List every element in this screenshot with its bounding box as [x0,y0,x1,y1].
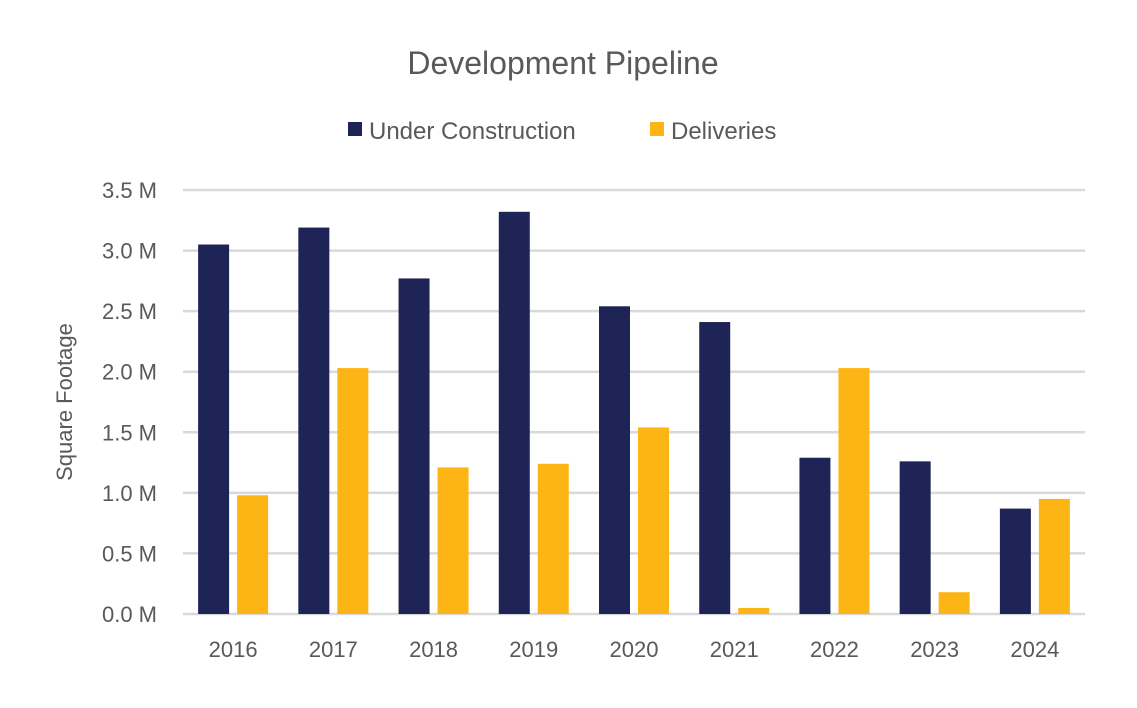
x-tick-label: 2023 [910,637,959,662]
x-tick-label: 2024 [1010,637,1059,662]
bar-deliveries-2017 [337,368,369,614]
y-tick-label: 3.5 M [102,178,157,203]
bar-deliveries-2020 [638,427,669,614]
y-tick-label: 0.5 M [102,541,157,566]
legend-swatch [348,122,362,136]
x-tick-label: 2017 [309,637,358,662]
bar-under-construction-2018 [398,278,430,614]
bar-under-construction-2019 [498,211,530,614]
bar-under-construction-2020 [599,306,630,614]
x-tick-label: 2016 [209,637,258,662]
bar-deliveries-2023 [938,592,970,614]
y-tick-label: 2.5 M [102,299,157,324]
bar-deliveries-2018 [437,467,469,614]
bar-under-construction-2016 [198,244,230,614]
legend-label: Deliveries [671,118,776,145]
y-tick-label: 3.0 M [102,239,157,264]
chart-title: Development Pipeline [407,45,718,81]
x-tick-label: 2020 [610,637,659,662]
bar-under-construction-2021 [699,322,731,614]
x-tick-label: 2019 [509,637,558,662]
x-tick-label: 2018 [409,637,458,662]
y-tick-label: 1.5 M [102,420,157,445]
bar-deliveries-2021 [738,607,770,614]
legend-label: Under Construction [369,118,576,145]
bar-under-construction-2017 [298,227,330,614]
y-axis-label: Square Footage [52,323,77,481]
x-tick-label: 2022 [810,637,859,662]
bar-deliveries-2016 [237,495,269,614]
bar-deliveries-2019 [537,463,569,614]
bar-under-construction-2024 [999,508,1031,614]
bar-under-construction-2022 [799,457,831,614]
y-tick-label: 1.0 M [102,481,157,506]
bar-under-construction-2023 [899,461,931,614]
legend-swatch [650,122,664,136]
y-tick-label: 0.0 M [102,602,157,627]
x-tick-label: 2021 [710,637,759,662]
y-tick-label: 2.0 M [102,360,157,385]
bar-deliveries-2024 [1038,498,1070,614]
bar-deliveries-2022 [838,368,870,614]
legend: Under Construction Deliveries [348,118,776,145]
